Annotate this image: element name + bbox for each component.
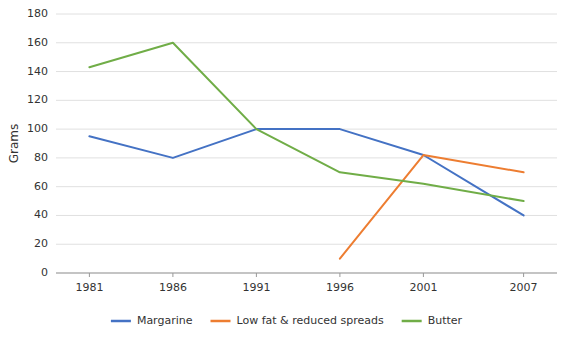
y-tick-label: 160 [27,36,48,49]
grid-line [56,157,557,158]
grid-line [56,100,557,101]
x-tick-label: 1996 [326,281,354,294]
y-grid [56,14,557,273]
legend-item: Margarine [111,314,193,327]
y-tick-label: 0 [41,266,48,279]
legend: Margarine Low fat & reduced spreads Butter [111,314,463,327]
x-tick [339,273,340,277]
grid-line [56,215,557,216]
x-tick-label: 1986 [159,281,187,294]
legend-swatch [111,320,131,323]
legend-label: Margarine [137,314,193,327]
x-tick-label: 1981 [75,281,103,294]
series-line [89,129,523,215]
x-axis-line [56,273,557,274]
legend-swatch [402,320,422,323]
grid-line [56,42,557,43]
legend-swatch [211,320,231,323]
series-line [89,43,523,201]
y-tick-label: 60 [34,180,48,193]
x-tick [523,273,524,277]
grid-line [56,186,557,187]
y-tick-label: 140 [27,65,48,78]
y-tick-label: 80 [34,151,48,164]
x-tick-label: 2007 [510,281,538,294]
y-tick-label: 20 [34,237,48,250]
y-tick-label: 180 [27,7,48,20]
chart: 0 20 40 60 80 100 120 140 160 180 1981 1986 1991 1996… [0,0,573,345]
grid-line [56,244,557,245]
legend-label: Butter [428,314,463,327]
x-tick [172,273,173,277]
legend-label: Low fat & reduced spreads [237,314,384,327]
y-tick-label: 40 [34,208,48,221]
x-tick-label: 1991 [242,281,270,294]
x-tick [89,273,90,277]
x-tick [423,273,424,277]
grid-line [56,273,557,274]
y-tick-label: 120 [27,93,48,106]
y-axis-label: Grams [7,124,21,164]
grid-line [56,71,557,72]
series-line [340,155,524,259]
y-tick-label: 100 [27,122,48,135]
x-tick [256,273,257,277]
legend-item: Butter [402,314,463,327]
x-tick-label: 2001 [409,281,437,294]
legend-item: Low fat & reduced spreads [211,314,384,327]
grid-line [56,14,557,15]
lines [89,43,523,259]
